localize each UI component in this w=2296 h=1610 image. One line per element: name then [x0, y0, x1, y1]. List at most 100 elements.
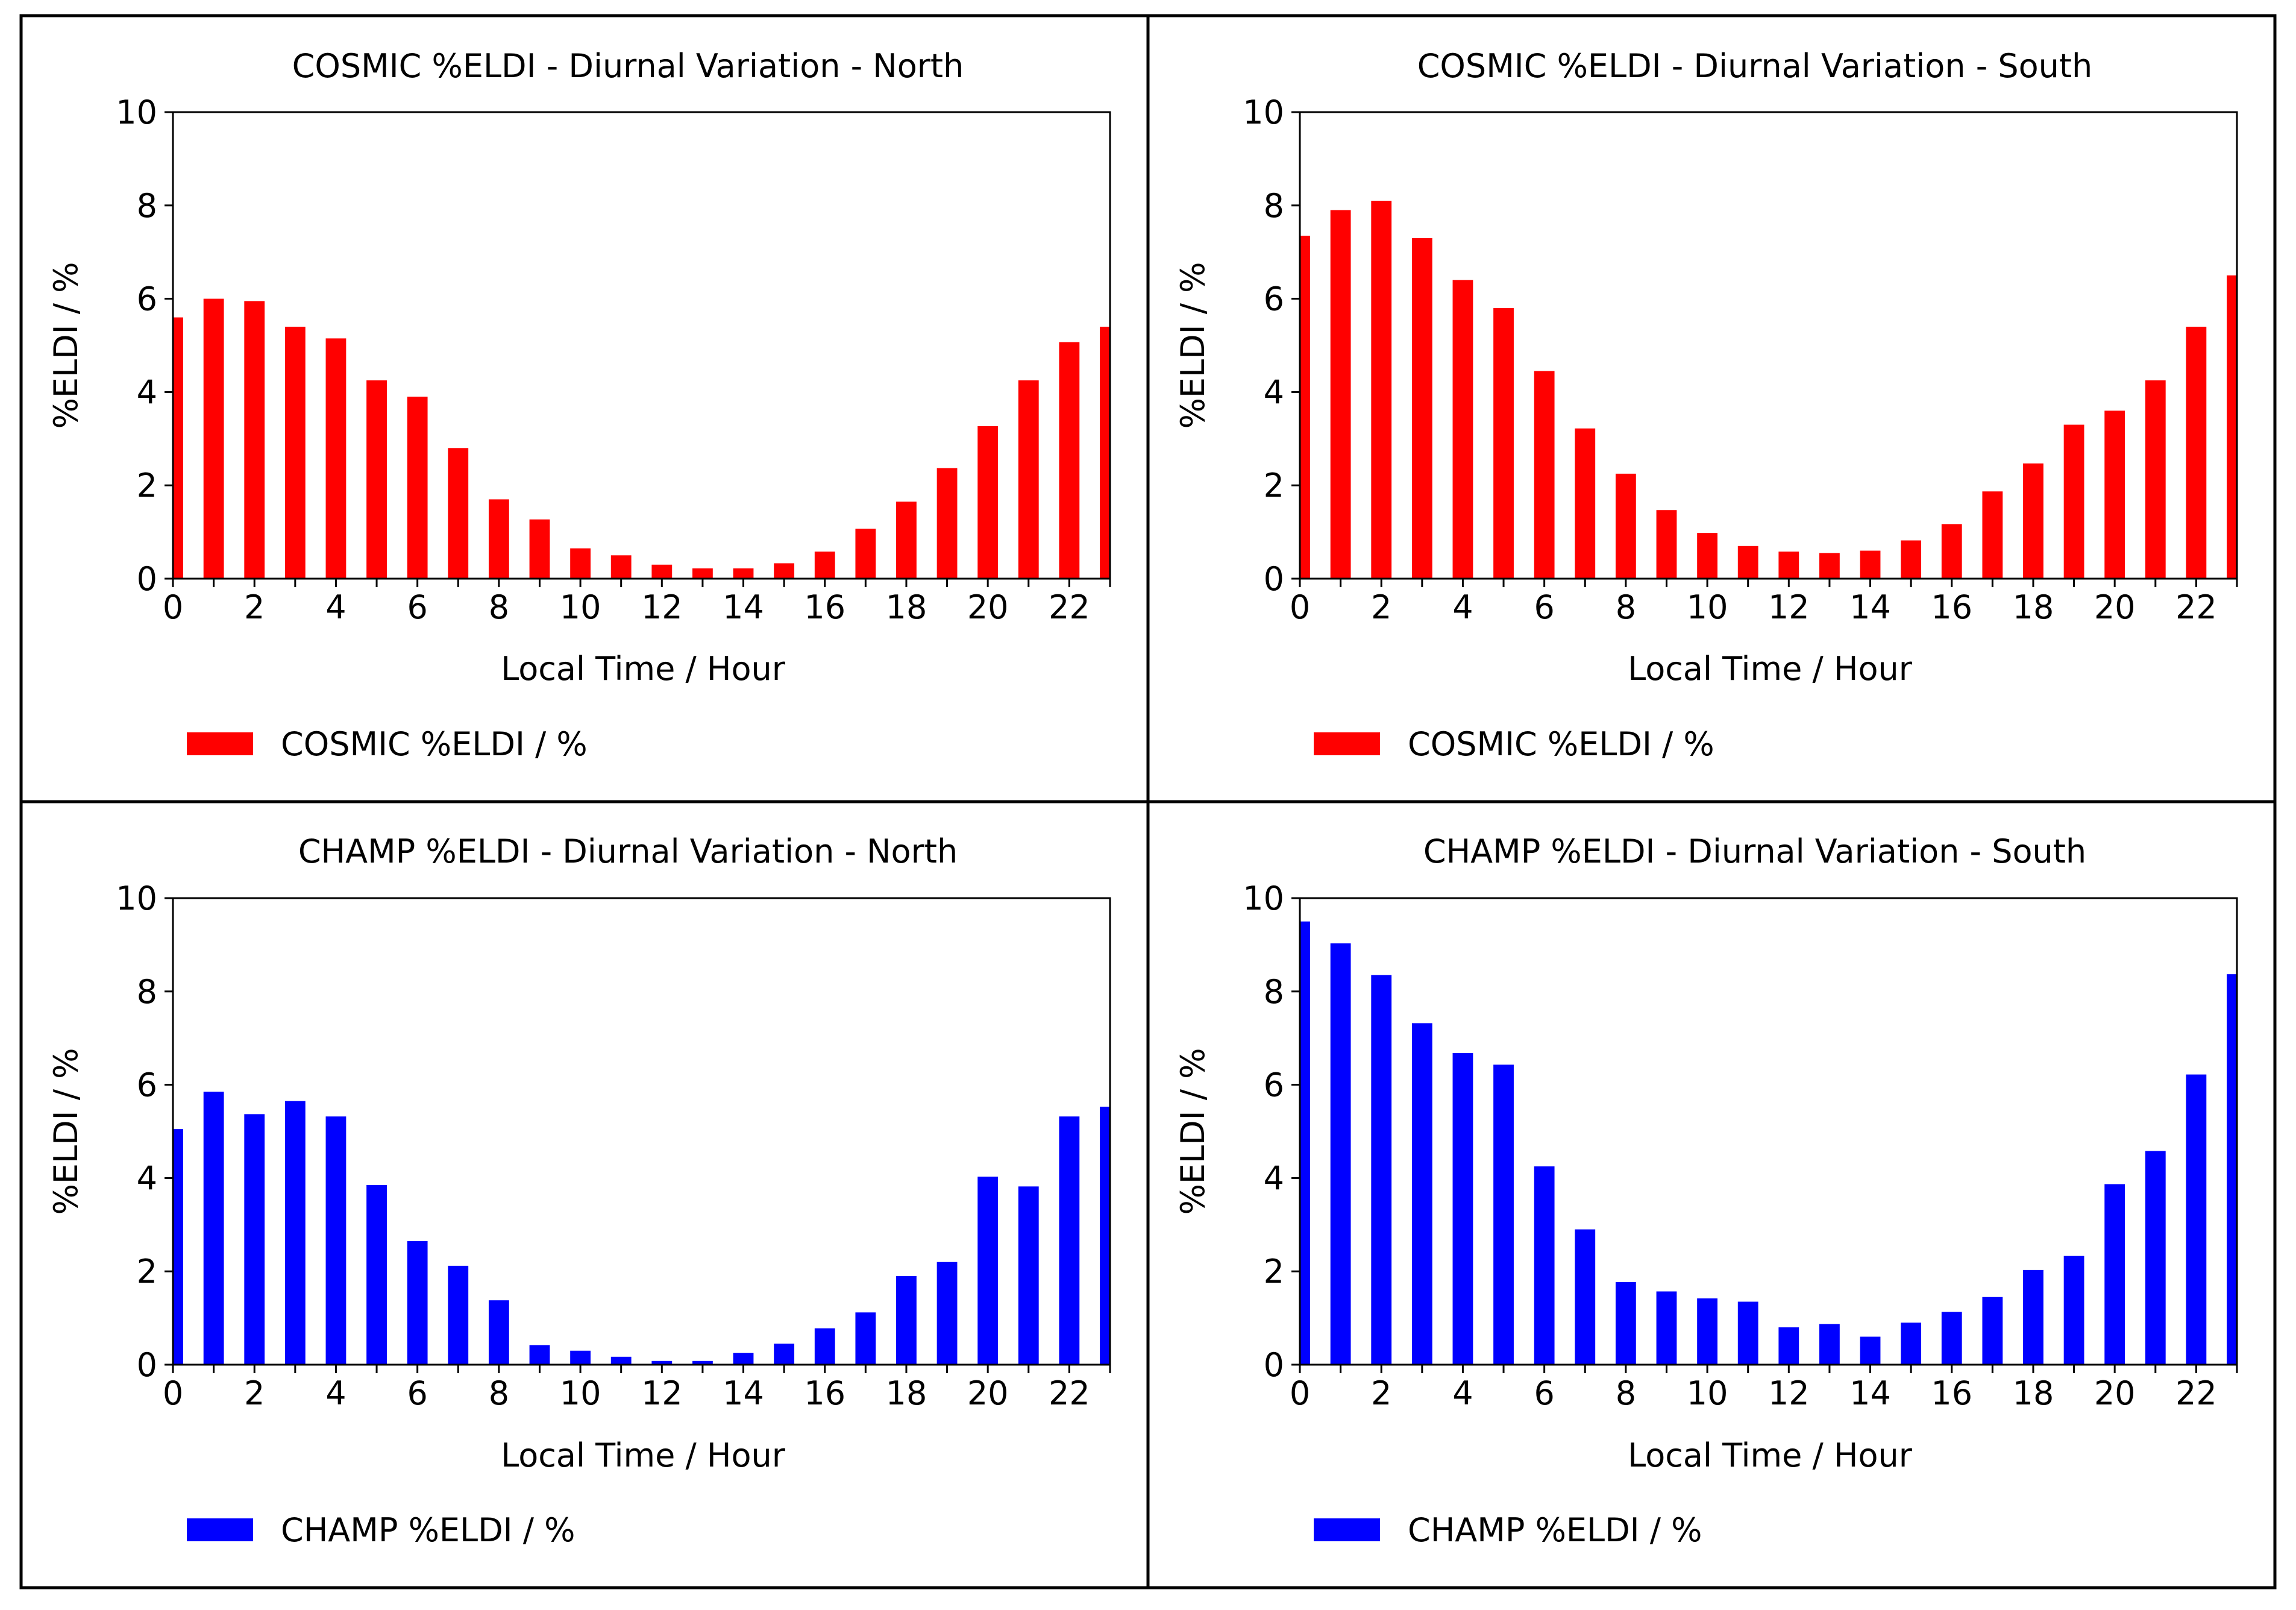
x-tick-label: 10	[1687, 1374, 1728, 1412]
bar-series	[1300, 201, 2237, 579]
x-tick-label: 6	[407, 1374, 427, 1412]
plot-frame	[172, 111, 1111, 580]
bar	[1018, 380, 1039, 579]
y-tick-label: 10	[1243, 879, 1284, 917]
x-tick-label: 2	[1371, 1374, 1391, 1412]
plot-frame	[172, 897, 1111, 1366]
x-tick-label: 22	[2175, 1374, 2217, 1412]
y-tick-label: 0	[1264, 560, 1284, 598]
bar-series	[1300, 921, 2237, 1365]
y-tick-label: 6	[137, 1066, 157, 1104]
y-tick-label: 0	[137, 560, 157, 598]
x-tick-label: 0	[163, 1374, 183, 1412]
y-tick-label: 8	[137, 187, 157, 225]
x-tick-label: 22	[1049, 1374, 1090, 1412]
bar-series	[173, 298, 1110, 579]
legend-swatch	[187, 1518, 253, 1541]
x-tick-label: 14	[723, 588, 764, 626]
bar	[407, 397, 428, 579]
bar	[733, 1353, 754, 1365]
bar	[448, 1265, 469, 1365]
bar	[692, 1360, 713, 1365]
bar	[1737, 546, 1758, 579]
bar	[1411, 1023, 1432, 1365]
x-tick-label: 8	[1616, 588, 1636, 626]
bar	[1300, 236, 1310, 579]
bar	[1615, 473, 1636, 579]
x-tick-label: 0	[1290, 1374, 1310, 1412]
y-tick-label: 10	[116, 879, 157, 917]
x-tick-label: 0	[163, 588, 183, 626]
x-tick-label: 16	[1931, 588, 1972, 626]
y-tick-label: 2	[137, 1253, 157, 1291]
legend-swatch	[187, 732, 253, 755]
bar	[977, 1177, 999, 1365]
bar	[2145, 1151, 2166, 1365]
plot-frame	[1299, 111, 2238, 580]
bar	[325, 338, 347, 579]
bar	[2104, 1184, 2125, 1365]
bar	[896, 502, 917, 579]
bar	[1778, 552, 1799, 579]
bar	[1941, 1312, 1962, 1365]
x-tick-label: 2	[244, 1374, 265, 1412]
bar	[1575, 1229, 1596, 1365]
x-tick-label: 14	[1849, 588, 1891, 626]
bar	[1100, 327, 1110, 579]
x-tick-label: 8	[489, 1374, 509, 1412]
bar	[1656, 1291, 1677, 1365]
bar	[936, 1262, 958, 1365]
bar	[366, 380, 387, 579]
bar	[733, 568, 754, 579]
x-tick-label: 4	[325, 588, 346, 626]
bar	[1982, 491, 2003, 579]
bar	[1371, 975, 1392, 1365]
legend-label: COSMIC %ELDI / %	[281, 725, 588, 763]
y-tick-label: 6	[137, 280, 157, 318]
x-tick-label: 10	[1687, 588, 1728, 626]
bar	[1534, 1166, 1555, 1365]
bar	[692, 568, 713, 579]
y-tick-label: 0	[1264, 1346, 1284, 1384]
y-tick-label: 4	[1264, 1159, 1284, 1197]
bar	[1656, 510, 1677, 579]
bar	[1941, 524, 1962, 579]
x-tick-label: 16	[804, 1374, 845, 1412]
bar	[570, 1350, 591, 1365]
x-tick-label: 6	[1534, 1374, 1554, 1412]
bar	[651, 1360, 673, 1365]
bar	[2186, 1074, 2207, 1365]
y-tick-label: 4	[1264, 373, 1284, 411]
y-axis-label: %ELDI / %	[1174, 262, 1212, 429]
x-tick-label: 20	[967, 1374, 1009, 1412]
bar	[896, 1275, 917, 1365]
bar	[1371, 201, 1392, 579]
bar	[610, 1356, 632, 1365]
x-tick-label: 8	[489, 588, 509, 626]
x-tick-label: 14	[723, 1374, 764, 1412]
bar	[2063, 1256, 2084, 1365]
legend-label: CHAMP %ELDI / %	[281, 1511, 575, 1549]
bar	[1982, 1297, 2003, 1365]
bar	[2023, 463, 2044, 579]
bar	[2063, 424, 2084, 579]
panel-champ-south: CHAMP %ELDI - Diurnal Variation - South …	[1146, 800, 2277, 1590]
x-axis-label: Local Time / Hour	[501, 1436, 786, 1474]
bar	[407, 1241, 428, 1365]
y-tick-label: 6	[1264, 1066, 1284, 1104]
bar	[2227, 974, 2237, 1365]
bar	[1534, 371, 1555, 579]
bar-series	[173, 1092, 1110, 1365]
y-tick-label: 10	[116, 93, 157, 131]
bar	[814, 1328, 835, 1365]
bar	[936, 468, 958, 579]
bar	[2104, 410, 2125, 579]
bar	[1860, 1336, 1881, 1365]
panel-border	[1146, 800, 2277, 1590]
bar	[1493, 1064, 1514, 1365]
bar	[1615, 1282, 1636, 1365]
y-tick-label: 8	[1264, 187, 1284, 225]
chart-title: COSMIC %ELDI - Diurnal Variation - South	[1417, 47, 2093, 85]
y-tick-label: 8	[137, 973, 157, 1011]
